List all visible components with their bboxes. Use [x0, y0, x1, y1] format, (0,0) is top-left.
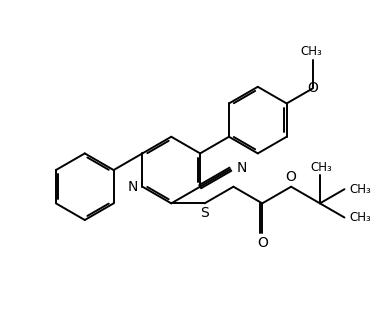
- Text: O: O: [307, 81, 318, 95]
- Text: CH₃: CH₃: [349, 211, 371, 224]
- Text: O: O: [257, 236, 268, 250]
- Text: N: N: [237, 161, 247, 175]
- Text: CH₃: CH₃: [349, 183, 371, 196]
- Text: S: S: [200, 206, 209, 220]
- Text: CH₃: CH₃: [310, 161, 332, 174]
- Text: N: N: [128, 180, 138, 194]
- Text: CH₃: CH₃: [301, 45, 322, 58]
- Text: O: O: [286, 170, 296, 184]
